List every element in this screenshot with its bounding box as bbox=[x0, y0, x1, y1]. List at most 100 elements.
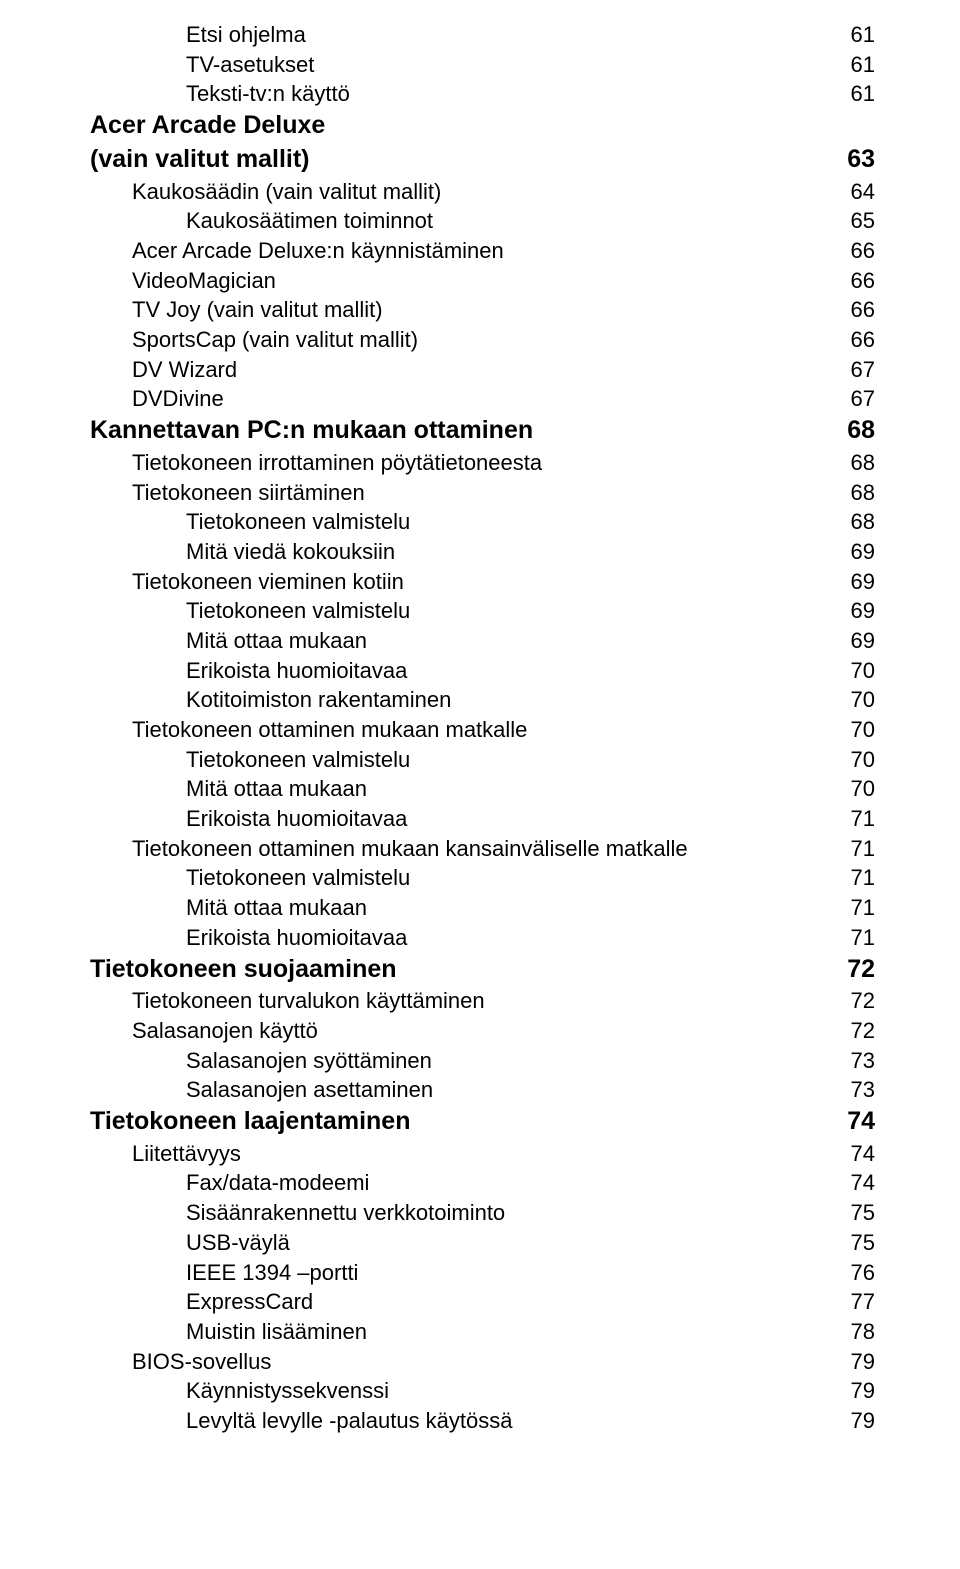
toc-label: IEEE 1394 –portti bbox=[90, 1258, 358, 1288]
toc-label: TV-asetukset bbox=[90, 50, 314, 80]
toc-label: Tietokoneen suojaaminen bbox=[90, 953, 397, 987]
toc-label: BIOS-sovellus bbox=[90, 1347, 271, 1377]
toc-row: Käynnistyssekvenssi 79 bbox=[90, 1376, 875, 1406]
toc-page-number: 71 bbox=[841, 863, 875, 893]
toc-label: ExpressCard bbox=[90, 1287, 313, 1317]
toc-label: Acer Arcade Deluxe:n käynnistäminen bbox=[90, 236, 504, 266]
toc-label: Sisäänrakennettu verkkotoiminto bbox=[90, 1198, 505, 1228]
toc-row: Tietokoneen valmistelu 71 bbox=[90, 863, 875, 893]
toc-row: Salasanojen syöttäminen 73 bbox=[90, 1046, 875, 1076]
toc-row: Kannettavan PC:n mukaan ottaminen 68 bbox=[90, 414, 875, 448]
toc-row: Liitettävyys74 bbox=[90, 1139, 875, 1169]
toc-row: Salasanojen asettaminen73 bbox=[90, 1075, 875, 1105]
toc-row: Tietokoneen valmistelu69 bbox=[90, 596, 875, 626]
toc-row: Tietokoneen ottaminen mukaan matkalle70 bbox=[90, 715, 875, 745]
toc-row: Teksti-tv:n käyttö61 bbox=[90, 79, 875, 109]
toc-label: Tietokoneen laajentaminen bbox=[90, 1105, 410, 1139]
toc-row: Sisäänrakennettu verkkotoiminto 75 bbox=[90, 1198, 875, 1228]
toc-page-number: 72 bbox=[837, 953, 875, 987]
toc-page-number: 76 bbox=[841, 1258, 875, 1288]
toc-row: Mitä viedä kokouksiin69 bbox=[90, 537, 875, 567]
toc-page-number: 63 bbox=[837, 143, 875, 177]
toc-label: Kotitoimiston rakentaminen bbox=[90, 685, 451, 715]
toc-label: Liitettävyys bbox=[90, 1139, 241, 1169]
toc-row: Erikoista huomioitavaa70 bbox=[90, 656, 875, 686]
toc-page-number: 75 bbox=[841, 1198, 875, 1228]
toc-page-number: 61 bbox=[841, 50, 875, 80]
toc-row: Mitä ottaa mukaan 71 bbox=[90, 893, 875, 923]
toc-row: (vain valitut mallit) 63 bbox=[90, 143, 875, 177]
toc-page-number: 66 bbox=[841, 295, 875, 325]
toc-page-number: 79 bbox=[841, 1376, 875, 1406]
toc-page-number: 71 bbox=[841, 893, 875, 923]
toc-page-number: 74 bbox=[841, 1168, 875, 1198]
toc-label: Kannettavan PC:n mukaan ottaminen bbox=[90, 414, 533, 448]
toc-label: Tietokoneen turvalukon käyttäminen bbox=[90, 986, 485, 1016]
toc-label: Salasanojen käyttö bbox=[90, 1016, 318, 1046]
toc-page-number: 68 bbox=[837, 414, 875, 448]
toc-row: Tietokoneen valmistelu70 bbox=[90, 745, 875, 775]
toc-label: Muistin lisääminen bbox=[90, 1317, 367, 1347]
toc-row: Kaukosäätimen toiminnot65 bbox=[90, 206, 875, 236]
toc-page-number: 70 bbox=[841, 685, 875, 715]
toc-label: Tietokoneen ottaminen mukaan matkalle bbox=[90, 715, 527, 745]
toc-row: USB-väylä75 bbox=[90, 1228, 875, 1258]
toc-label: Erikoista huomioitavaa bbox=[90, 923, 407, 953]
toc-label: Fax/data-modeemi bbox=[90, 1168, 369, 1198]
toc-page-number: 67 bbox=[841, 355, 875, 385]
toc-row: IEEE 1394 –portti 76 bbox=[90, 1258, 875, 1288]
toc-label: Tietokoneen ottaminen mukaan kansainväli… bbox=[90, 834, 688, 864]
toc-row: Muistin lisääminen78 bbox=[90, 1317, 875, 1347]
toc-page-number: 71 bbox=[841, 834, 875, 864]
toc-label: TV Joy (vain valitut mallit) bbox=[90, 295, 383, 325]
toc-label: Tietokoneen siirtäminen bbox=[90, 478, 365, 508]
toc-label: Tietokoneen valmistelu bbox=[90, 745, 410, 775]
toc-page-number: 69 bbox=[841, 596, 875, 626]
toc-row: VideoMagician66 bbox=[90, 266, 875, 296]
toc-page-number: 67 bbox=[841, 384, 875, 414]
toc-label: Mitä ottaa mukaan bbox=[90, 893, 367, 923]
toc-row: Salasanojen käyttö72 bbox=[90, 1016, 875, 1046]
toc-label: SportsCap (vain valitut mallit) bbox=[90, 325, 418, 355]
toc-page-number: 69 bbox=[841, 626, 875, 656]
toc-label: Acer Arcade Deluxe bbox=[90, 109, 325, 143]
toc-label: Levyltä levylle -palautus käytössä bbox=[90, 1406, 513, 1436]
toc-label: Tietokoneen valmistelu bbox=[90, 507, 410, 537]
toc-page-number: 61 bbox=[841, 20, 875, 50]
toc-row: Tietokoneen siirtäminen68 bbox=[90, 478, 875, 508]
toc-row: Levyltä levylle -palautus käytössä79 bbox=[90, 1406, 875, 1436]
toc-row: Tietokoneen suojaaminen 72 bbox=[90, 953, 875, 987]
toc-page-number: 79 bbox=[841, 1347, 875, 1377]
toc-label: VideoMagician bbox=[90, 266, 276, 296]
toc-page-number: 71 bbox=[841, 923, 875, 953]
toc-page-number: 71 bbox=[841, 804, 875, 834]
toc-row: DVDivine 67 bbox=[90, 384, 875, 414]
toc-label: Käynnistyssekvenssi bbox=[90, 1376, 389, 1406]
toc-label: Erikoista huomioitavaa bbox=[90, 804, 407, 834]
toc-page: Etsi ohjelma61TV-asetukset61Teksti-tv:n … bbox=[0, 0, 960, 1569]
toc-row: DV Wizard 67 bbox=[90, 355, 875, 385]
toc-page-number: 65 bbox=[841, 206, 875, 236]
toc-label: (vain valitut mallit) bbox=[90, 143, 309, 177]
toc-label: Erikoista huomioitavaa bbox=[90, 656, 407, 686]
toc-page-number: 69 bbox=[841, 567, 875, 597]
toc-label: DVDivine bbox=[90, 384, 224, 414]
toc-label: Salasanojen asettaminen bbox=[90, 1075, 433, 1105]
toc-label: USB-väylä bbox=[90, 1228, 290, 1258]
toc-row: Tietokoneen laajentaminen74 bbox=[90, 1105, 875, 1139]
toc-row: Etsi ohjelma61 bbox=[90, 20, 875, 50]
toc-page-number: 72 bbox=[841, 986, 875, 1016]
toc-label: Tietokoneen valmistelu bbox=[90, 863, 410, 893]
toc-label: Teksti-tv:n käyttö bbox=[90, 79, 350, 109]
toc-row: Tietokoneen ottaminen mukaan kansainväli… bbox=[90, 834, 875, 864]
toc-row: SportsCap (vain valitut mallit)66 bbox=[90, 325, 875, 355]
toc-page-number: 69 bbox=[841, 537, 875, 567]
toc-page-number: 73 bbox=[841, 1046, 875, 1076]
toc-label: Mitä ottaa mukaan bbox=[90, 774, 367, 804]
toc-row: Fax/data-modeemi 74 bbox=[90, 1168, 875, 1198]
toc-label: DV Wizard bbox=[90, 355, 237, 385]
toc-label: Salasanojen syöttäminen bbox=[90, 1046, 432, 1076]
toc-page-number: 68 bbox=[841, 448, 875, 478]
toc-page-number: 66 bbox=[841, 236, 875, 266]
toc-row: Acer Arcade Deluxe:n käynnistäminen 66 bbox=[90, 236, 875, 266]
